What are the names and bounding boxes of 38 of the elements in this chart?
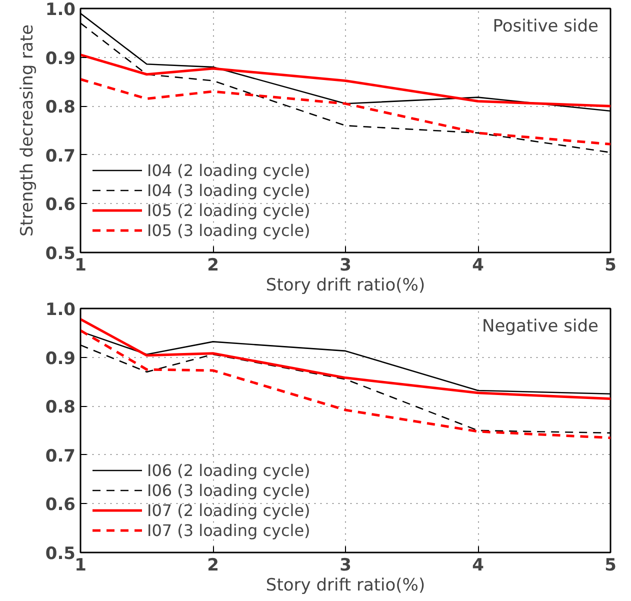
x-tick-label: 1 xyxy=(74,556,86,576)
y-tick-label: 0.8 xyxy=(45,398,76,418)
legend-label: I07 (2 loading cycle) xyxy=(147,500,310,520)
x-axis-title: Story drift ratio(%) xyxy=(266,576,426,596)
x-tick-label: 4 xyxy=(472,556,484,576)
y-tick-label: 1.0 xyxy=(45,300,76,320)
y-tick-label: 0.6 xyxy=(45,495,76,516)
y-tick-label: 1.0 xyxy=(45,0,76,20)
y-axis-title: Strength decreasing rate xyxy=(17,24,38,237)
legend-label: I05 (3 loading cycle) xyxy=(147,220,310,240)
y-tick-label: 0.7 xyxy=(45,146,76,166)
x-tick-label: 2 xyxy=(207,256,219,276)
y-tick-label: 0.7 xyxy=(45,446,76,466)
x-tick-label: 3 xyxy=(340,556,352,576)
x-tick-label: 1 xyxy=(74,256,86,276)
text: Positive side xyxy=(492,16,599,36)
text: Negative side xyxy=(482,316,599,336)
x-tick-label: 5 xyxy=(604,556,616,576)
line-series xyxy=(80,78,610,146)
legend-label: I07 (3 loading cycle) xyxy=(147,520,310,540)
x-tick-label: 4 xyxy=(472,256,484,276)
legend-label: I06 (3 loading cycle) xyxy=(147,480,310,500)
x-axis-title: Story drift ratio(%) xyxy=(266,276,426,296)
y-tick-label: 0.8 xyxy=(45,98,76,118)
legend-label: I04 (3 loading cycle) xyxy=(147,180,310,200)
y-tick-label: 0.5 xyxy=(45,544,76,564)
y-tick-label: 0.9 xyxy=(45,348,76,369)
y-tick-label: 0.9 xyxy=(45,48,76,69)
y-tick-label: 0.5 xyxy=(45,244,76,264)
x-tick-label: 2 xyxy=(207,556,219,576)
legend-label: I04 (2 loading cycle) xyxy=(147,160,310,180)
x-tick-label: 5 xyxy=(604,256,616,276)
x-tick-label: 3 xyxy=(340,256,352,276)
line-series xyxy=(80,54,610,108)
legend-label: I05 (2 loading cycle) xyxy=(147,200,310,220)
y-tick-label: 0.6 xyxy=(45,195,76,216)
line-series xyxy=(80,318,610,400)
legend-label: I06 (2 loading cycle) xyxy=(147,460,310,480)
